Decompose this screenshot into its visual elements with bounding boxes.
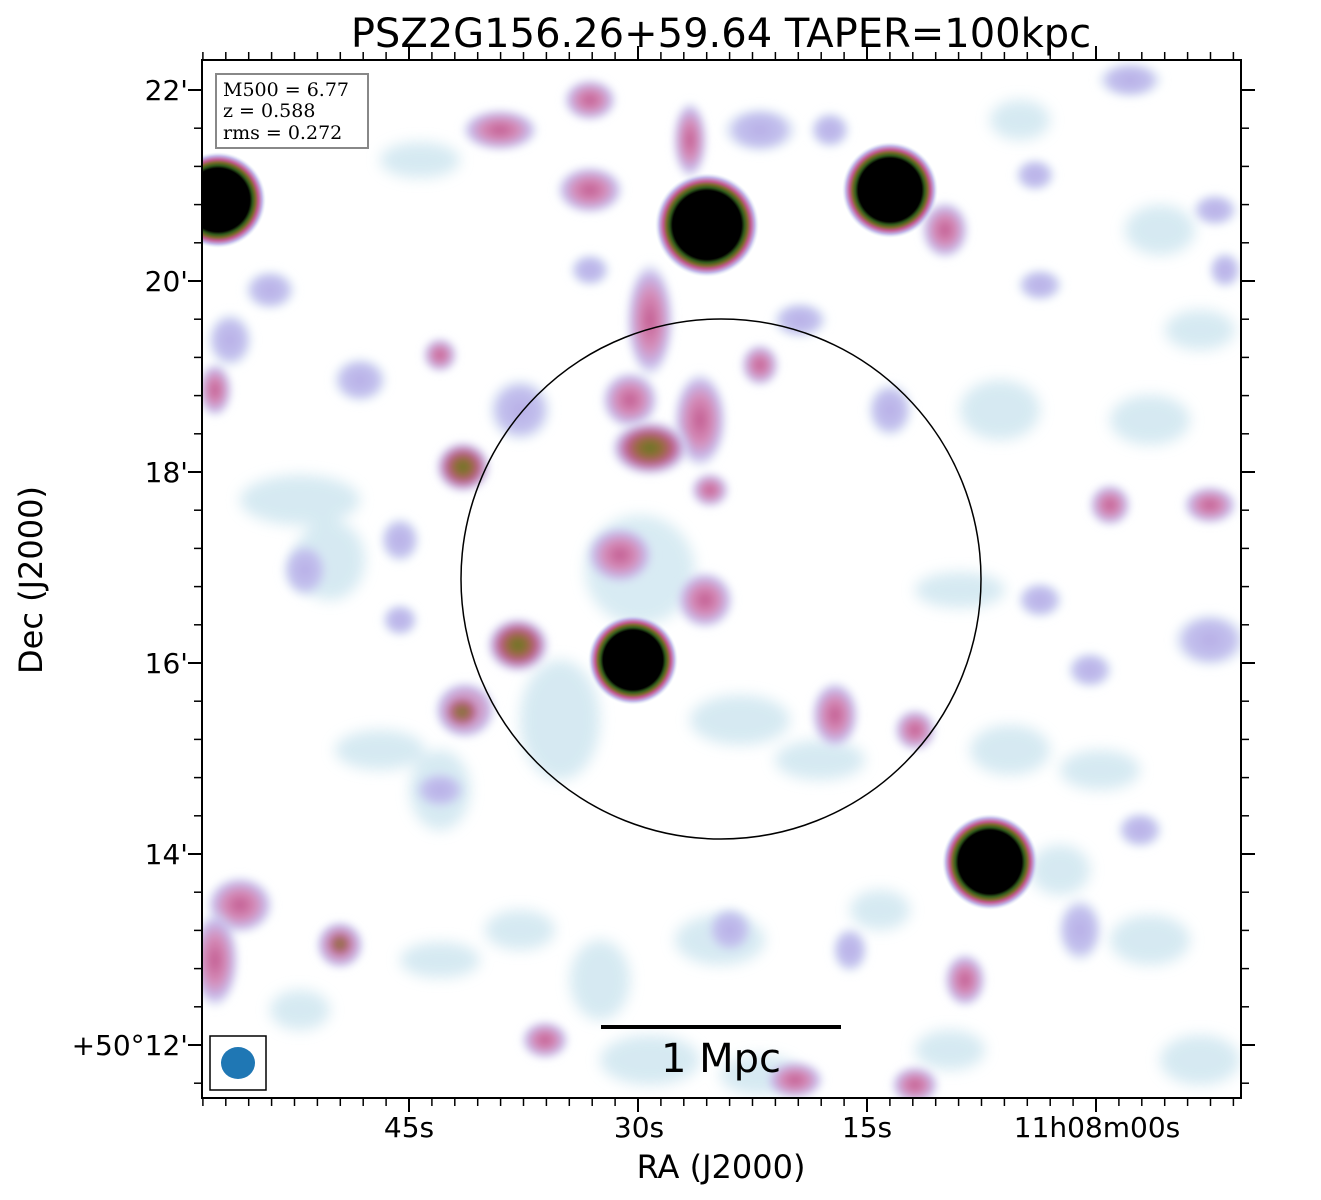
x-tick-labels: 45s 30s 15s 11h08m00s	[384, 1111, 1180, 1144]
info-rms: rms = 0.272	[223, 122, 342, 144]
info-m500: M500 = 6.77	[223, 79, 349, 101]
y-tick-label: 22'	[145, 74, 188, 107]
info-redshift: z = 0.588	[223, 100, 315, 122]
y-tick-label: 16'	[145, 647, 188, 680]
y-tick-label: 14'	[145, 838, 188, 871]
diffuse-emission-ice	[240, 100, 1240, 1095]
y-tick-label: 18'	[145, 456, 188, 489]
axes-frame	[201, 59, 1242, 1099]
x-tick-label: 45s	[384, 1111, 434, 1144]
info-box: M500 = 6.77 z = 0.588 rms = 0.272	[215, 73, 369, 149]
bright-source	[655, 173, 759, 277]
x-tick-label: 11h08m00s	[1014, 1111, 1181, 1144]
bright-source	[588, 615, 678, 705]
image-plot-area: 1 Mpc	[202, 60, 1241, 1098]
y-tick-label: +50°12'	[72, 1029, 188, 1062]
scale-bar-label: 1 Mpc	[661, 1036, 781, 1082]
figure-title: PSZ2G156.26+59.64 TAPER=100kpc	[351, 11, 1091, 57]
bright-source	[842, 142, 938, 238]
axis-ticks	[188, 46, 1255, 1112]
beam-ellipse	[221, 1047, 255, 1079]
bright-source	[202, 152, 266, 248]
y-axis-label: Dec (J2000)	[12, 486, 50, 674]
y-tick-labels: 22' 20' 18' 16' 14' +50°12'	[72, 74, 188, 1062]
bright-point-sources	[202, 142, 1038, 910]
compact-sources	[322, 420, 690, 962]
r500-circle	[460, 318, 982, 840]
x-tick-label: 15s	[842, 1111, 892, 1144]
bright-source	[942, 814, 1038, 910]
x-tick-label: 30s	[614, 1111, 664, 1144]
y-tick-label: 20'	[145, 265, 188, 298]
x-axis-label: RA (J2000)	[637, 1148, 806, 1186]
